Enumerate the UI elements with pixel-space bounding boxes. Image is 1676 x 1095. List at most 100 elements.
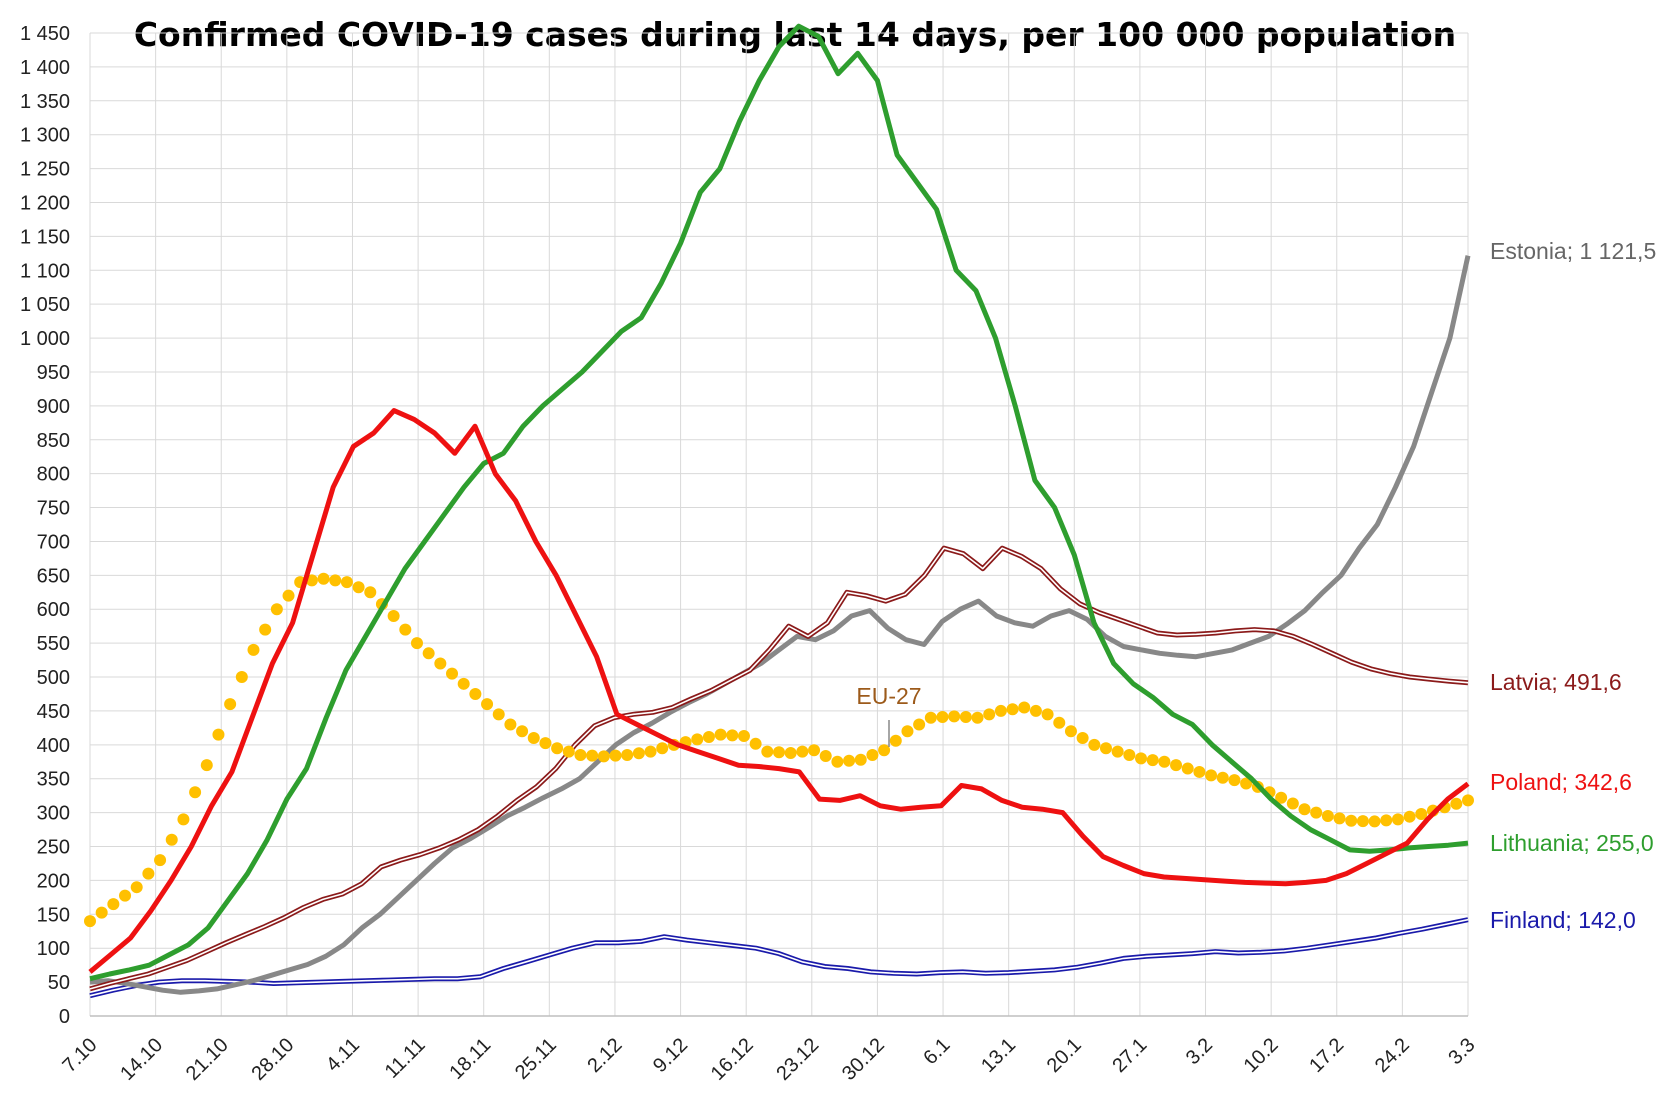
eu-27-point	[1391, 813, 1404, 826]
eu-27-point	[1286, 797, 1299, 810]
eu-27-point	[177, 813, 190, 826]
eu-27-point	[1240, 777, 1253, 790]
chart-title: Confirmed COVID-19 cases during last 14 …	[134, 15, 1456, 54]
eu-27-point	[1333, 812, 1346, 825]
eu-27-point	[235, 671, 248, 684]
eu-27-point	[924, 711, 937, 724]
y-tick-label: 950	[37, 362, 70, 384]
eu-27-point	[130, 881, 143, 894]
y-tick-label: 550	[37, 633, 70, 655]
eu-27-point	[1041, 708, 1054, 721]
eu-27-point	[1053, 716, 1066, 729]
y-tick-label: 700	[37, 531, 70, 553]
x-tick-label: 30.12	[838, 1034, 889, 1085]
eu-27-point	[399, 623, 412, 636]
y-tick-label: 350	[37, 769, 70, 791]
eu-27-point	[1216, 771, 1229, 784]
x-tick-label: 6.1	[919, 1034, 954, 1069]
eu-27-point	[469, 687, 482, 700]
eu27-annotation: EU-27	[856, 683, 921, 709]
x-tick-label: 7.10	[58, 1034, 101, 1077]
x-axis: 7.10 14.10 21.10 28.10 4.11 11.11 18.11 25.11 2.…	[58, 1034, 1479, 1085]
y-tick-label: 1 400	[20, 57, 70, 79]
eu-27-point	[387, 610, 400, 623]
eu-27-point	[959, 711, 972, 724]
eu-27-point	[247, 643, 260, 656]
eu-27-point	[1403, 810, 1416, 823]
eu-27-point	[702, 731, 715, 744]
eu-27-point	[644, 745, 657, 758]
eu-27-point	[948, 710, 961, 723]
eu-27-point	[761, 745, 774, 758]
eu-27-point	[457, 677, 470, 690]
end-label-finland: Finland; 142,0	[1490, 907, 1636, 933]
eu-27-point	[1088, 738, 1101, 751]
eu-27-point	[656, 742, 669, 755]
eu-27-point	[936, 711, 949, 724]
eu-27-point	[516, 725, 529, 738]
series-layer	[84, 23, 1474, 999]
x-tick-label: 27.1	[1108, 1034, 1151, 1077]
eu-27-point	[1018, 701, 1031, 714]
eu-27-point	[1123, 748, 1136, 761]
x-tick-label: 28.10	[247, 1034, 298, 1085]
y-tick-label: 1 450	[20, 23, 70, 45]
grid	[89, 32, 1469, 1017]
eu-27-point	[1205, 769, 1218, 782]
end-label-poland: Poland; 342,6	[1490, 769, 1632, 795]
eu-27-point	[1076, 732, 1089, 745]
eu-27-point	[1111, 745, 1124, 758]
series-poland	[88, 408, 1470, 974]
eu-27-point	[1415, 807, 1428, 820]
x-tick-label: 2.12	[583, 1034, 626, 1077]
x-tick-label: 13.1	[977, 1034, 1020, 1077]
y-tick-label: 450	[37, 701, 70, 723]
eu-27-point	[95, 906, 108, 919]
eu-27-point	[551, 742, 564, 755]
eu-27-point	[1275, 791, 1288, 804]
eu-27-point	[446, 667, 459, 680]
eu-27-point	[901, 725, 914, 738]
end-label-latvia: Latvia; 491,6	[1490, 669, 1622, 695]
eu-27-point	[831, 755, 844, 768]
eu-27-point	[329, 574, 342, 587]
eu-27-point	[726, 729, 739, 742]
y-tick-label: 1 350	[20, 91, 70, 113]
eu-27-point	[434, 657, 447, 670]
eu-27-point	[270, 603, 283, 616]
y-tick-label: 1 000	[20, 328, 70, 350]
eu-27-point	[154, 854, 167, 867]
eu-27-point	[142, 867, 155, 880]
eu-27-point	[609, 749, 622, 762]
eu-27-point	[621, 748, 634, 761]
eu-27-point	[574, 748, 587, 761]
eu-27-point	[1462, 794, 1474, 807]
eu-27-point	[1064, 725, 1077, 738]
eu-27-point	[539, 737, 552, 750]
y-tick-label: 1 150	[20, 226, 70, 248]
eu-27-point	[866, 748, 879, 761]
eu-27-point	[1158, 755, 1171, 768]
eu-27-point	[1345, 814, 1358, 827]
x-tick-label: 14.10	[116, 1034, 167, 1085]
eu-27-point	[410, 637, 423, 650]
y-tick-label: 1 250	[20, 159, 70, 181]
x-tick-label: 3.3	[1444, 1034, 1479, 1069]
y-tick-label: 500	[37, 667, 70, 689]
y-axis: 0 50 100 150 200 250 300 350 400 450 500 550 600 650 7…	[20, 23, 70, 1028]
eu-27-point	[586, 749, 599, 762]
y-tick-label: 0	[59, 1006, 70, 1028]
eu-27-point	[1298, 803, 1311, 816]
x-tick-label: 10.2	[1240, 1034, 1283, 1077]
y-tick-label: 1 100	[20, 260, 70, 282]
eu-27-point	[1368, 815, 1381, 828]
y-tick-label: 850	[37, 430, 70, 452]
eu-27-point	[878, 744, 891, 757]
y-tick-label: 750	[37, 498, 70, 520]
eu-27-point	[282, 589, 295, 602]
eu-27-point	[1099, 742, 1112, 755]
y-tick-label: 100	[37, 938, 70, 960]
eu-27-point	[889, 734, 902, 747]
eu-27-point	[422, 647, 435, 660]
